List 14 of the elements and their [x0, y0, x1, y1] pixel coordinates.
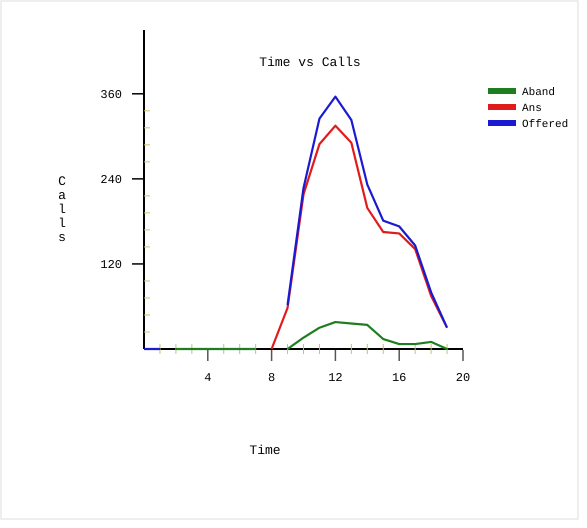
y-axis-title: Calls	[58, 174, 66, 245]
legend-label: Offered	[522, 119, 568, 131]
x-tick-label: 12	[328, 371, 343, 385]
x-tick-label: 16	[392, 371, 406, 385]
y-tick-label: 120	[100, 258, 122, 272]
legend-label: Ans	[522, 103, 542, 115]
x-tick-label: 20	[456, 371, 470, 385]
legend-label: Aband	[522, 87, 556, 99]
text: Time vs Calls	[259, 55, 361, 70]
y-tick-label: 240	[100, 172, 122, 187]
x-tick-label: 4	[204, 371, 212, 385]
x-tick-label: 8	[268, 371, 276, 385]
y-tick-label: 360	[100, 88, 122, 102]
x-axis-title: Time	[249, 443, 281, 458]
